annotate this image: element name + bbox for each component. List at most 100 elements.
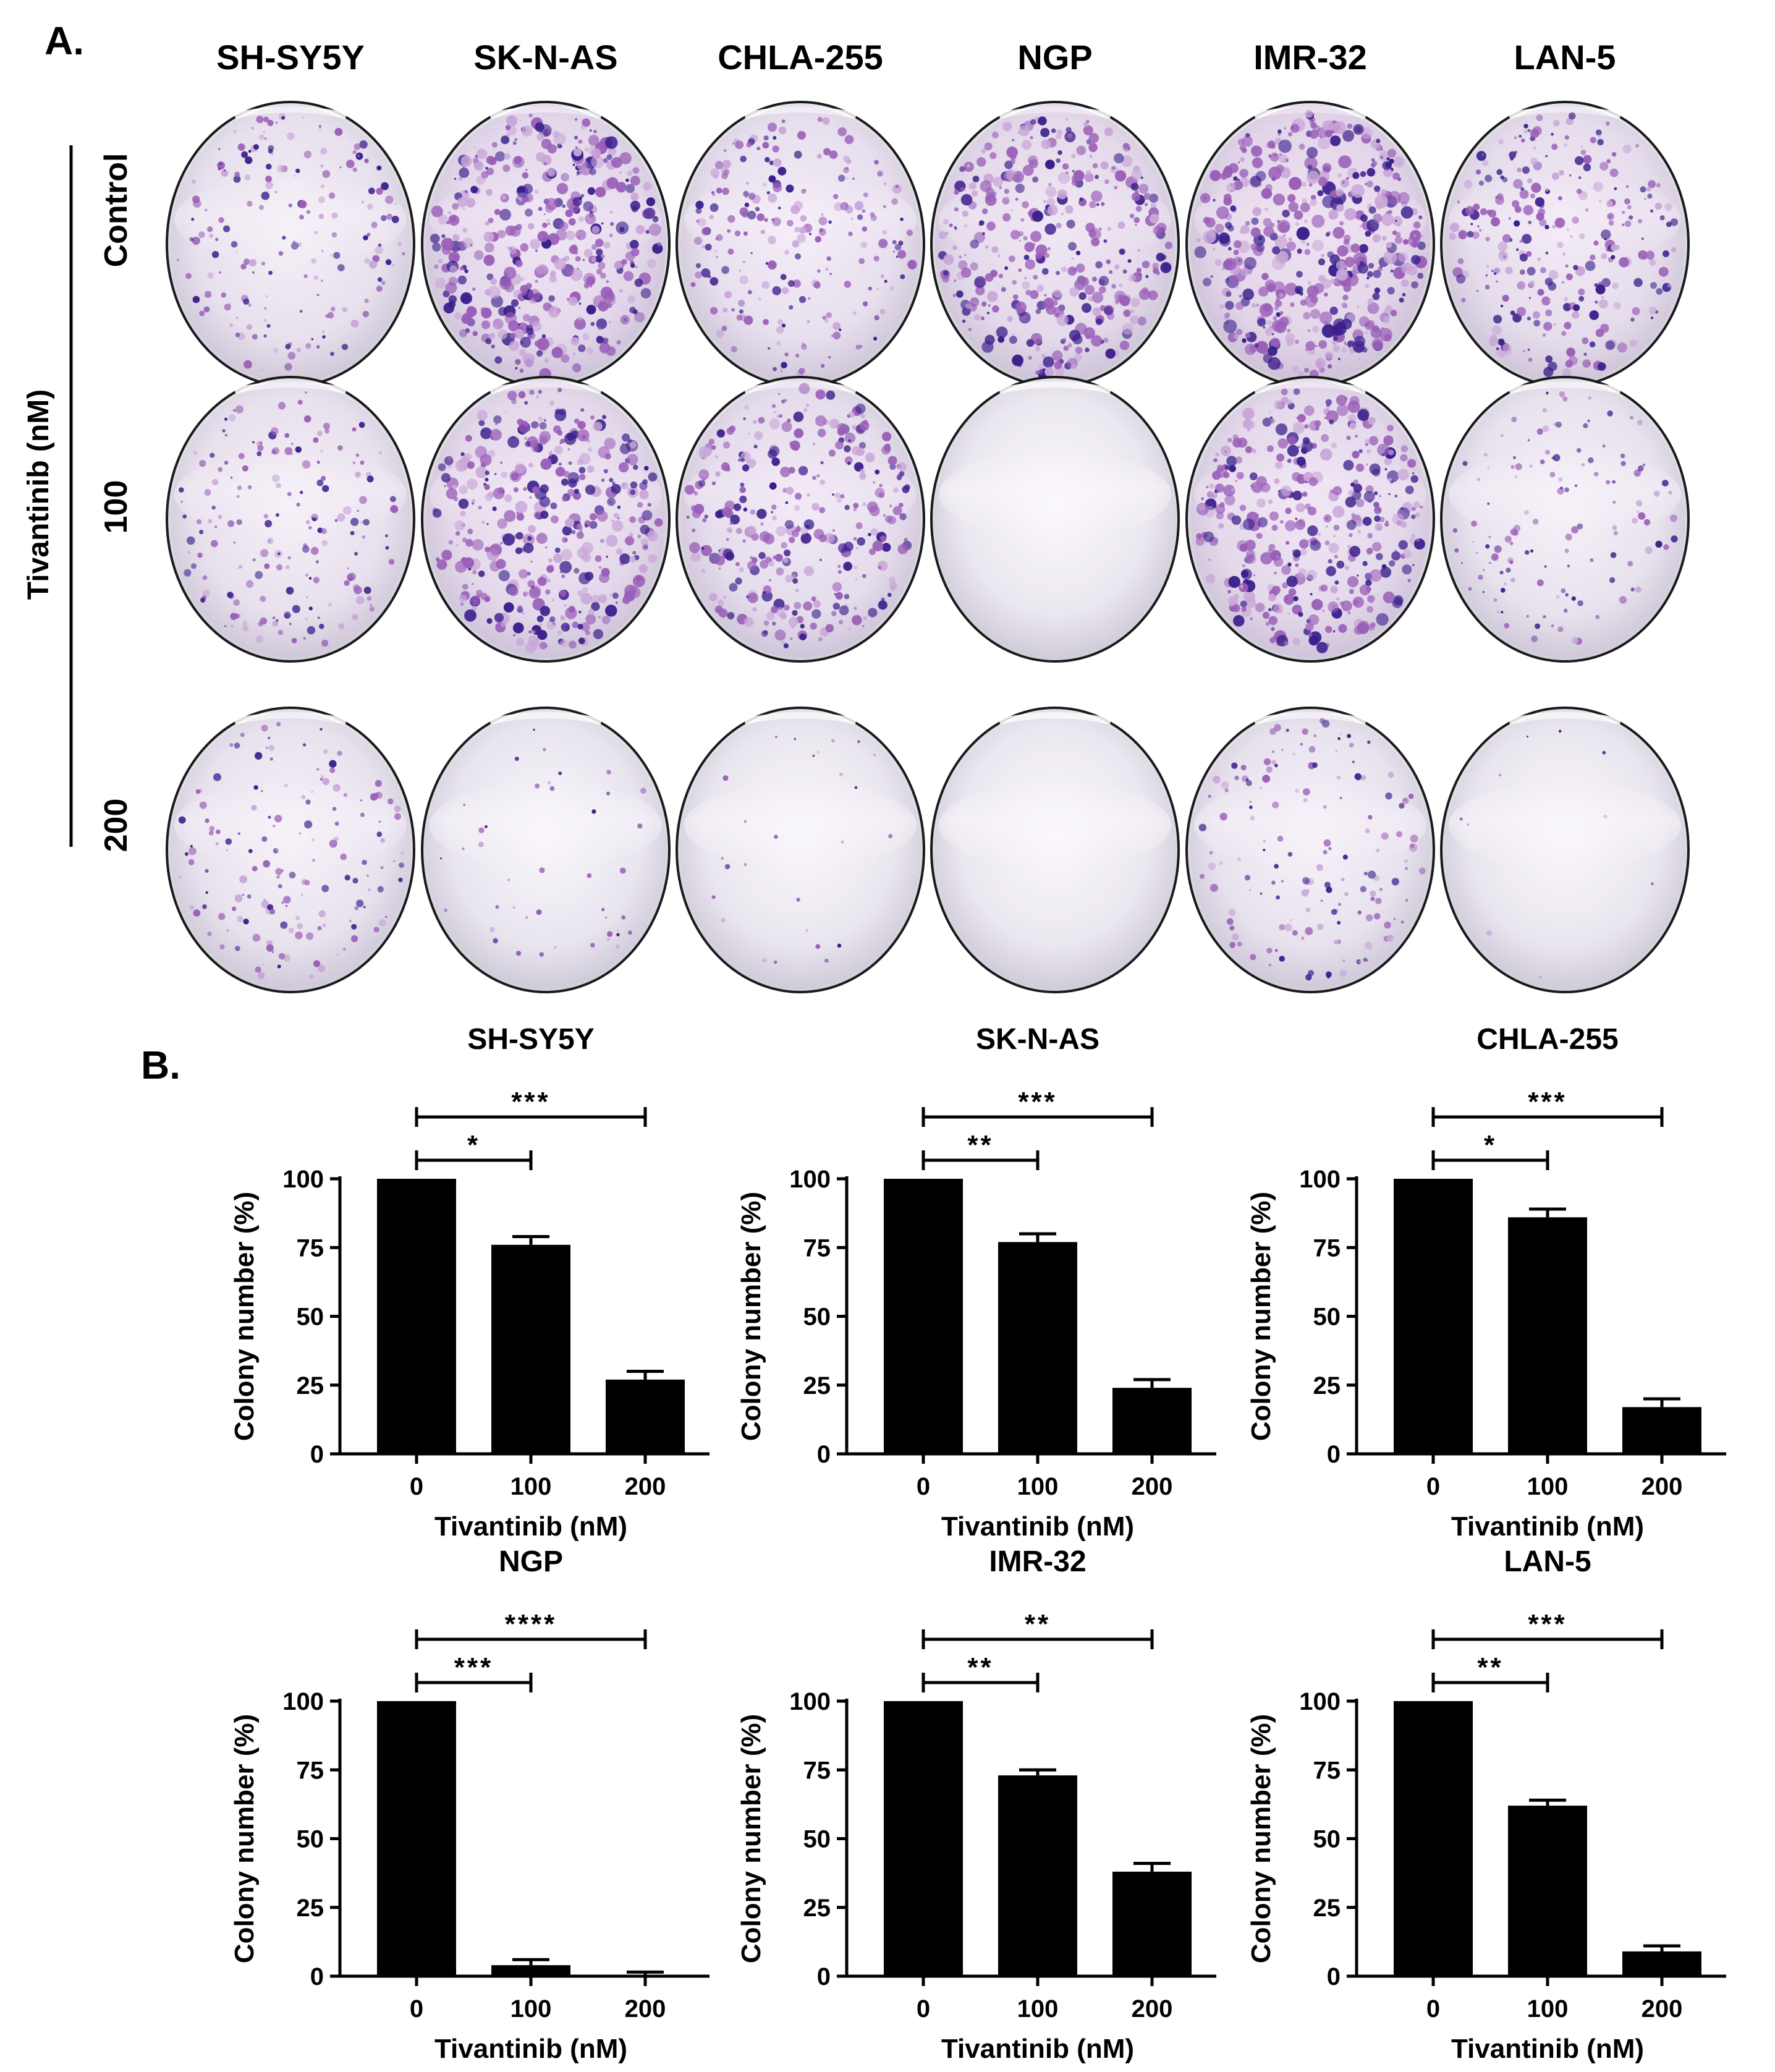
y-tick-label: 75 [297,1234,324,1262]
plate-reflection [1449,782,1681,868]
plate-glare [234,381,347,394]
y-axis-title: Colony number (%) [736,1192,766,1441]
plate-reflection [174,176,407,263]
x-tick-label: 0 [1426,1995,1440,2023]
plate-stain-tint [171,106,410,383]
significance-label: ** [967,1652,993,1683]
colony-dots [179,391,399,647]
x-tick-label: 100 [510,1995,552,2023]
plate-lan-5-200 [1440,707,1690,993]
bar-100 [1508,1806,1587,1976]
chart-title: CHLA-255 [1476,1023,1618,1056]
plate-imr-32-200 [1185,707,1435,993]
x-tick-label: 200 [625,1473,666,1500]
colony-dots [432,388,663,654]
x-tick-label: 200 [1132,1995,1173,2023]
plate-sk-n-as-control [421,101,671,388]
plate-stain-tint [1445,711,1685,988]
y-tick-label: 100 [282,1166,324,1193]
plate-glare [998,381,1112,394]
y-axis-title: Colony number (%) [229,1192,260,1441]
plate-reflection [430,782,662,868]
y-tick-label: 0 [310,1963,324,1990]
chart-lan-5: LAN-5 0 25 50 75 100 Colony number (%) 0 100 200 T… [1246,1545,1726,2064]
plate-glare [1508,381,1622,394]
y-tick-label: 50 [1313,1826,1341,1853]
x-tick-label: 0 [917,1473,930,1500]
plate-lan-5-100 [1440,376,1690,663]
plate-ngp-control [930,101,1180,388]
significance-label: *** [511,1087,550,1117]
significance-label: *** [1528,1087,1567,1117]
y-tick-label: 100 [789,1688,831,1715]
colony-dots [684,383,912,648]
y-tick-label: 100 [282,1688,324,1715]
y-tick-label: 0 [1327,1441,1341,1468]
colony-dots [1459,729,1654,979]
x-tick-label: 100 [1527,1473,1569,1500]
bar-200 [606,1379,685,1454]
y-tick-label: 50 [297,1304,324,1331]
plate-ngp-200 [930,707,1180,993]
colony-dots [1452,391,1678,645]
plate-glare [489,381,603,394]
y-tick-label: 25 [803,1895,831,1922]
x-axis-title: Tivantinib (nM) [434,2034,627,2064]
colony-dots [430,113,663,381]
y-tick-label: 100 [1299,1688,1341,1715]
panel-b: B. SH-SY5Y 0 25 50 75 100 Colony number (%) 0 10… [141,1023,1726,2064]
plate-stain-tint [1190,711,1430,988]
plate-chla-255-control [676,101,925,388]
row-label-100: 100 [98,480,134,534]
plate-sk-n-as-100 [421,376,671,663]
plate-stain-tint [680,711,920,988]
plate-glare [1253,381,1367,394]
y-axis-title: Colony number (%) [736,1714,766,1963]
y-tick-label: 50 [803,1826,831,1853]
colony-dots [938,116,1172,380]
x-axis-title: Tivantinib (nM) [941,2034,1134,2064]
plate-glare [1253,712,1367,724]
x-tick-label: 100 [1527,1995,1569,2023]
chart-sk-n-as: SK-N-AS 0 25 50 75 100 Colony number (%) 0 100 20… [736,1023,1216,1542]
plate-glare [1253,106,1367,119]
plate-glare [489,712,603,724]
cell-line-headers: SH-SY5Y SK-N-AS CHLA-255 NGP IMR-32 LAN-… [216,38,1616,77]
y-tick-label: 75 [803,1757,831,1784]
plate-stain-tint [171,711,410,988]
bar-0 [1394,1179,1473,1454]
bar-charts: SH-SY5Y 0 25 50 75 100 Colony number (%) 0 100 20… [229,1023,1726,2064]
panel-b-label: B. [141,1043,180,1087]
y-tick-label: 0 [1327,1963,1341,1990]
plate-stain-tint [935,711,1175,988]
significance-label: * [467,1130,480,1160]
plate-glare [743,381,857,394]
y-tick-label: 0 [310,1441,324,1468]
plate-glare [234,712,347,724]
y-tick-label: 75 [1313,1757,1341,1784]
significance-label: *** [1018,1087,1057,1117]
bar-200 [1112,1388,1192,1454]
colony-dots [178,721,405,979]
x-tick-label: 100 [510,1473,552,1500]
plate-glare [998,712,1112,724]
y-axis-title: Colony number (%) [1246,1192,1276,1441]
y-tick-label: 0 [817,1963,831,1990]
chart-chla-255: CHLA-255 0 25 50 75 100 Colony number (%) 0 100 2… [1246,1023,1726,1542]
x-tick-label: 200 [1642,1995,1683,2023]
colony-dots [439,728,646,957]
bar-0 [377,1701,456,1976]
plate-reflection [1194,176,1426,263]
plate-imr-32-100 [1185,376,1435,663]
colony-dots [1449,112,1678,378]
y-tick-label: 25 [803,1372,831,1399]
plate-reflection [1194,782,1426,868]
significance-label: ** [1025,1609,1051,1639]
plate-reflection [939,176,1171,263]
col-label-5: IMR-32 [1253,38,1367,77]
significance-label: *** [454,1652,493,1683]
colony-dots [1195,388,1425,653]
y-tick-label: 50 [803,1304,831,1331]
bar-200 [606,1974,685,1976]
plate-stain-tint [935,381,1175,658]
